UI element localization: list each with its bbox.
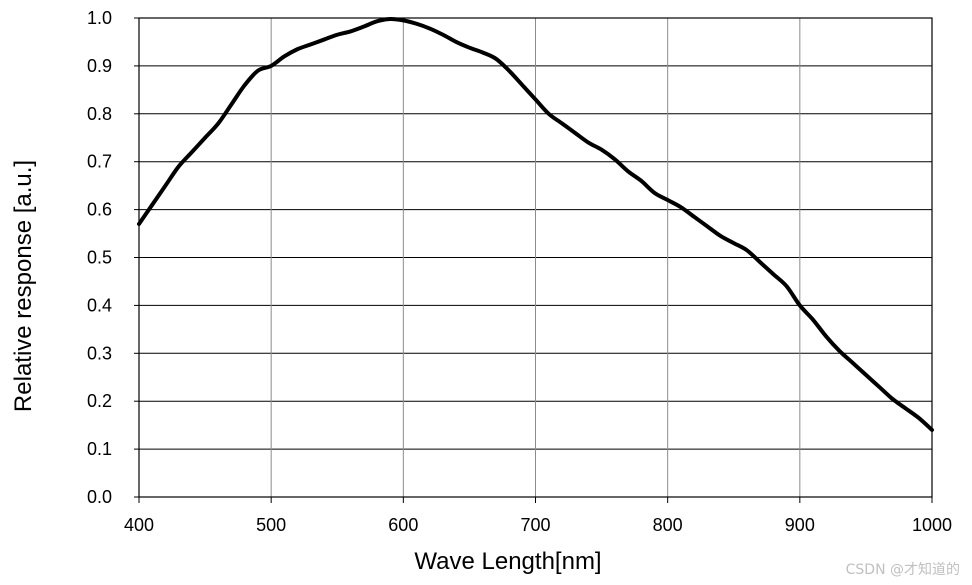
y-tick-label: 0.4 [87, 295, 112, 315]
plot-frame [134, 17, 933, 503]
x-tick-label: 900 [785, 515, 815, 535]
x-tick-label: 700 [520, 515, 550, 535]
y-tick-labels: 0.0 0.1 0.2 0.3 0.4 0.5 0.6 0.7 0.8 0.9 1.0 [87, 8, 112, 507]
x-tick-label: 400 [124, 515, 154, 535]
response-curve-line [137, 16, 934, 432]
y-tick-label: 0.2 [87, 391, 112, 411]
y-tick-label: 0.5 [87, 248, 112, 268]
y-tick-label: 0.1 [87, 439, 112, 459]
y-tick-label: 0.8 [87, 104, 112, 124]
x-tick-label: 800 [653, 515, 683, 535]
x-tick-label: 1000 [912, 515, 952, 535]
x-axis-title: Wave Length[nm] [414, 548, 601, 575]
y-tick-label: 0.3 [87, 343, 112, 363]
y-axis-title: Relative response [a.u.] [10, 160, 37, 412]
x-tick-label: 500 [256, 515, 286, 535]
series-layer [137, 16, 934, 432]
x-tick-labels: 400 500 600 700 800 900 1000 [124, 515, 952, 535]
y-tick-label: 0.9 [87, 56, 112, 76]
y-tick-label: 0.7 [87, 152, 112, 172]
y-tick-label: 1.0 [87, 8, 112, 28]
y-tick-label: 0.6 [87, 200, 112, 220]
grid-layer [139, 17, 932, 498]
y-tick-label: 0.0 [87, 487, 112, 507]
x-tick-label: 600 [388, 515, 418, 535]
watermark-text: CSDN @才知道的 [845, 562, 960, 578]
